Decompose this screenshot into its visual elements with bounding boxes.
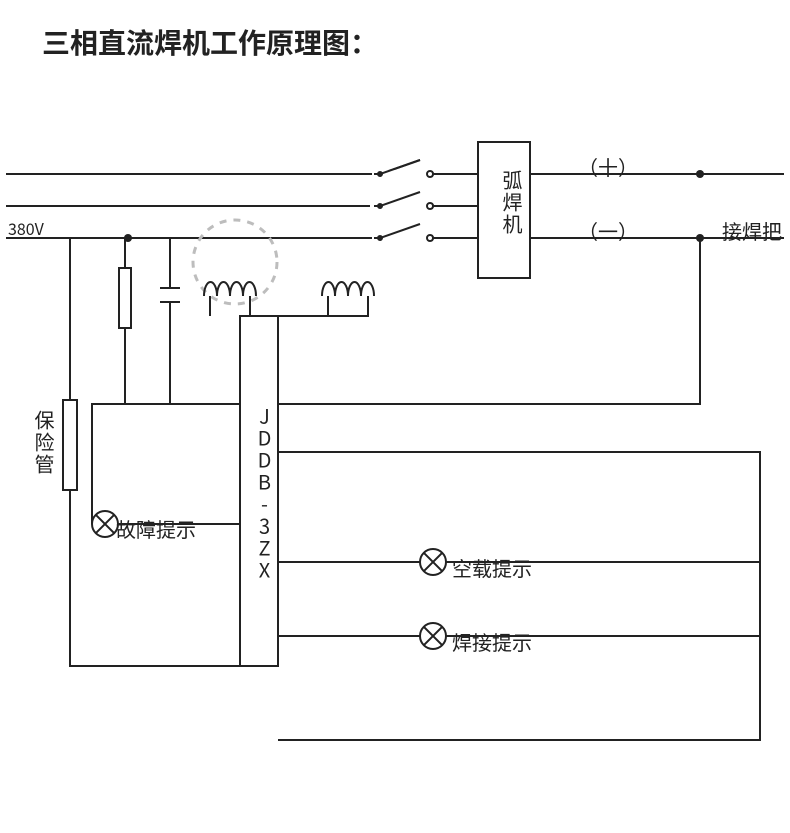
- weld-indicator-label: 焊接提示: [452, 627, 532, 656]
- plus-terminal-label: （十）: [578, 152, 638, 181]
- voltage-label: 380V: [8, 216, 44, 240]
- fault-indicator-label: 故障提示: [116, 514, 196, 543]
- minus-terminal-label: （一）: [578, 216, 638, 245]
- fuse-label: 保险管: [30, 410, 59, 476]
- welding-handle-label: 接焊把: [722, 216, 782, 245]
- arc-welder-label: 弧焊机: [498, 170, 527, 236]
- idle-indicator-label: 空载提示: [452, 553, 532, 582]
- controller-label: JDDB-3ZX: [250, 406, 279, 582]
- schematic-canvas: [0, 0, 790, 833]
